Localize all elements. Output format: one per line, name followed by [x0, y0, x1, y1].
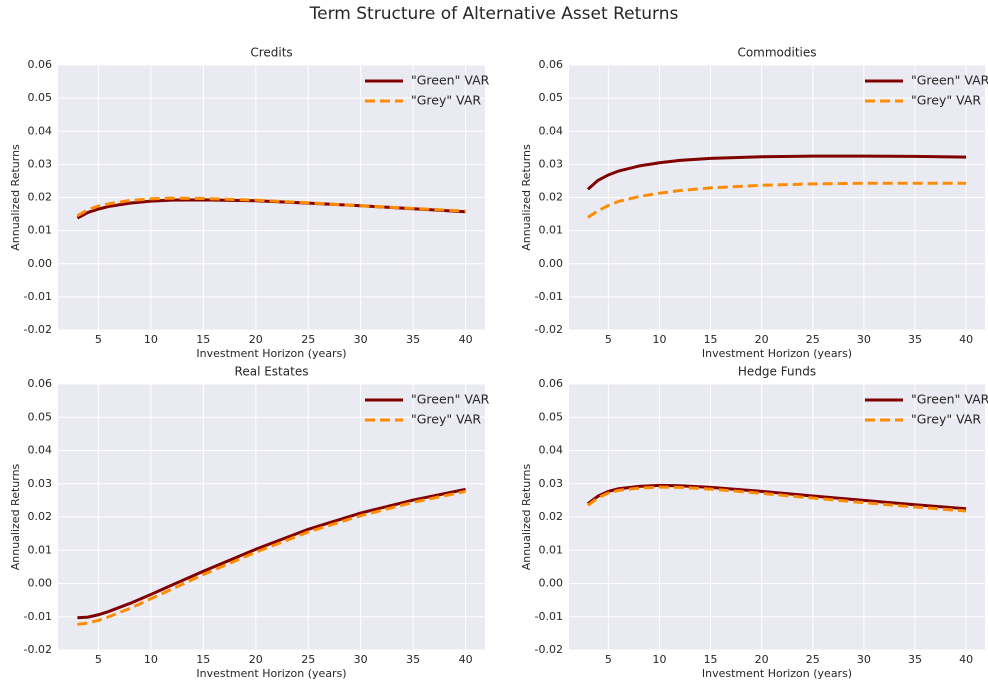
y-tick-label: -0.02	[535, 643, 563, 656]
series-line	[586, 154, 967, 191]
x-tick-label: 35	[908, 333, 922, 346]
legend-label: "Grey" VAR	[911, 93, 981, 108]
y-tick-label: 0.06	[539, 377, 564, 390]
y-axis-label: Annualized Returns	[9, 463, 22, 570]
subplot-title: Real Estates	[235, 365, 309, 379]
legend-label: "Green" VAR	[911, 73, 988, 88]
y-axis-label: Annualized Returns	[520, 144, 533, 251]
legend-label: "Grey" VAR	[411, 93, 481, 108]
x-tick-label: 20	[755, 653, 769, 666]
y-tick-label: -0.02	[24, 643, 52, 656]
y-tick-label: -0.02	[24, 323, 52, 336]
y-tick-label: 0.04	[28, 124, 53, 137]
y-tick-label: 0.00	[539, 577, 564, 590]
y-tick-label: -0.01	[535, 290, 563, 303]
y-axis-label: Annualized Returns	[9, 144, 22, 251]
y-tick-label: 0.02	[539, 510, 564, 523]
subplot-title: Hedge Funds	[738, 365, 816, 379]
y-tick-label: 0.02	[539, 191, 564, 204]
x-tick-label: 40	[459, 333, 473, 346]
x-tick-label: 5	[605, 333, 612, 346]
y-tick-label: 0.00	[539, 257, 564, 270]
y-tick-label: 0.06	[28, 58, 53, 71]
series-line	[77, 487, 466, 620]
x-axis-label: Investment Horizon (years)	[196, 347, 346, 360]
legend-label: "Green" VAR	[411, 392, 490, 407]
x-tick-label: 10	[144, 333, 158, 346]
x-tick-label: 15	[704, 333, 718, 346]
x-tick-label: 30	[354, 653, 368, 666]
y-tick-label: 0.04	[539, 444, 564, 457]
y-tick-label: 0.04	[539, 124, 564, 137]
figure-title: Term Structure of Alternative Asset Retu…	[309, 4, 679, 24]
x-axis-label: Investment Horizon (years)	[196, 667, 346, 680]
x-tick-label: 40	[959, 333, 973, 346]
series-line	[587, 485, 967, 513]
subplot-title: Credits	[250, 46, 292, 60]
series-line	[587, 483, 967, 511]
legend-label: "Grey" VAR	[411, 412, 481, 427]
y-tick-label: 0.01	[539, 543, 564, 556]
y-tick-label: 0.00	[28, 577, 53, 590]
y-tick-label: -0.01	[24, 290, 52, 303]
x-tick-label: 25	[806, 333, 820, 346]
y-tick-label: 0.01	[28, 224, 53, 237]
y-tick-label: 0.03	[28, 157, 53, 170]
series-line	[77, 489, 466, 626]
x-tick-label: 25	[806, 653, 820, 666]
y-tick-label: 0.03	[539, 157, 564, 170]
x-tick-label: 35	[406, 333, 420, 346]
x-tick-label: 25	[301, 653, 315, 666]
y-tick-label: 0.06	[28, 377, 53, 390]
x-tick-label: 40	[959, 653, 973, 666]
y-tick-label: -0.02	[535, 323, 563, 336]
y-tick-label: 0.05	[539, 91, 564, 104]
x-tick-label: 30	[354, 333, 368, 346]
y-tick-label: 0.01	[28, 543, 53, 556]
x-tick-label: 30	[857, 333, 871, 346]
y-tick-label: 0.03	[539, 477, 564, 490]
x-axis-label: Investment Horizon (years)	[702, 347, 852, 360]
x-tick-label: 35	[908, 653, 922, 666]
series-line	[76, 196, 466, 218]
x-tick-label: 5	[95, 333, 102, 346]
x-tick-label: 20	[755, 333, 769, 346]
x-tick-label: 10	[652, 333, 666, 346]
y-tick-label: 0.02	[28, 191, 53, 204]
x-axis-label: Investment Horizon (years)	[702, 667, 852, 680]
y-tick-label: 0.00	[28, 257, 53, 270]
x-tick-label: 5	[605, 653, 612, 666]
x-tick-label: 15	[196, 333, 210, 346]
x-tick-label: 10	[652, 653, 666, 666]
y-tick-label: 0.03	[28, 477, 53, 490]
x-tick-label: 40	[459, 653, 473, 666]
y-tick-label: 0.01	[539, 224, 564, 237]
series-line	[587, 181, 967, 219]
y-tick-label: 0.02	[28, 510, 53, 523]
x-tick-label: 20	[249, 333, 263, 346]
y-tick-label: 0.05	[28, 410, 53, 423]
x-tick-label: 10	[144, 653, 158, 666]
y-tick-label: -0.01	[24, 610, 52, 623]
y-tick-label: 0.06	[539, 58, 564, 71]
y-tick-label: 0.05	[539, 410, 564, 423]
x-tick-label: 15	[196, 653, 210, 666]
x-tick-label: 30	[857, 653, 871, 666]
legend-label: "Green" VAR	[411, 73, 490, 88]
x-tick-label: 20	[249, 653, 263, 666]
x-tick-label: 15	[704, 653, 718, 666]
subplot-title: Commodities	[737, 46, 816, 60]
x-tick-label: 25	[301, 333, 315, 346]
x-tick-label: 5	[95, 653, 102, 666]
x-tick-label: 35	[406, 653, 420, 666]
legend-label: "Grey" VAR	[911, 412, 981, 427]
y-tick-label: -0.01	[535, 610, 563, 623]
y-tick-label: 0.05	[28, 91, 53, 104]
y-axis-label: Annualized Returns	[520, 463, 533, 570]
legend-label: "Green" VAR	[911, 392, 988, 407]
y-tick-label: 0.04	[28, 444, 53, 457]
